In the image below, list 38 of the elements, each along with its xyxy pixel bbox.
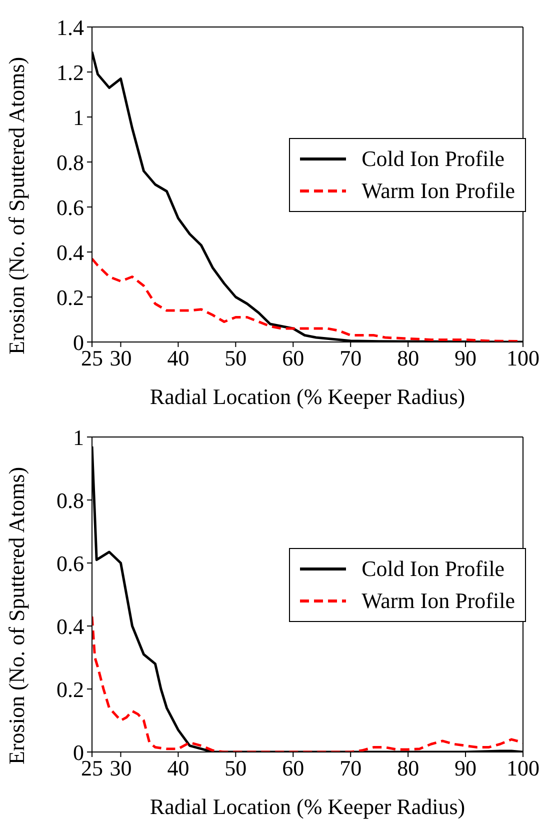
x-tick-label: 30 <box>110 346 132 371</box>
y-tick-label: 1.4 <box>56 14 84 40</box>
y-tick-label: 0.4 <box>56 240 84 265</box>
x-tick-label: 40 <box>167 756 190 781</box>
y-tick-label: 0.2 <box>56 284 84 310</box>
x-tick-label: 60 <box>282 346 304 371</box>
x-axis-title: Radial Location (% Keeper Radius) <box>150 794 466 819</box>
y-tick-label: 0 <box>73 330 84 355</box>
legend-label: Cold Ion Profile <box>362 145 505 173</box>
y-tick-label: 0.6 <box>56 194 84 220</box>
y-axis-title: Erosion (No. of Sputtered Atoms) <box>4 466 29 764</box>
legend-label: Warm Ion Profile <box>362 587 515 615</box>
x-tick-label: 70 <box>340 756 362 781</box>
x-axis-title: Radial Location (% Keeper Radius) <box>150 384 466 409</box>
y-tick-label: 1 <box>73 104 84 130</box>
x-tick-label: 40 <box>167 346 190 371</box>
x-tick-label: 30 <box>110 756 132 781</box>
x-tick-label: 90 <box>454 346 477 371</box>
x-tick-label: 80 <box>397 756 420 781</box>
x-tick-label: 90 <box>454 756 477 781</box>
y-tick-label: 0.2 <box>56 676 84 702</box>
legend-label: Warm Ion Profile <box>362 177 515 205</box>
x-tick-label: 80 <box>397 346 420 371</box>
y-tick-label: 0.8 <box>56 488 84 513</box>
x-tick-label: 60 <box>282 756 304 781</box>
y-tick-label: 0.8 <box>56 150 84 175</box>
y-axis-title: Erosion (No. of Sputtered Atoms) <box>4 56 29 354</box>
y-tick-label: 0.6 <box>56 550 84 576</box>
x-tick-label: 100 <box>506 756 540 781</box>
y-tick-label: 1 <box>73 424 84 450</box>
x-tick-label: 100 <box>506 346 540 371</box>
x-tick-label: 50 <box>224 756 247 781</box>
y-tick-label: 1.2 <box>56 60 84 85</box>
y-tick-label: 0 <box>73 740 84 765</box>
x-tick-label: 50 <box>224 346 247 371</box>
legend-label: Cold Ion Profile <box>362 555 505 583</box>
y-tick-label: 0.4 <box>56 614 84 639</box>
x-tick-label: 70 <box>340 346 362 371</box>
